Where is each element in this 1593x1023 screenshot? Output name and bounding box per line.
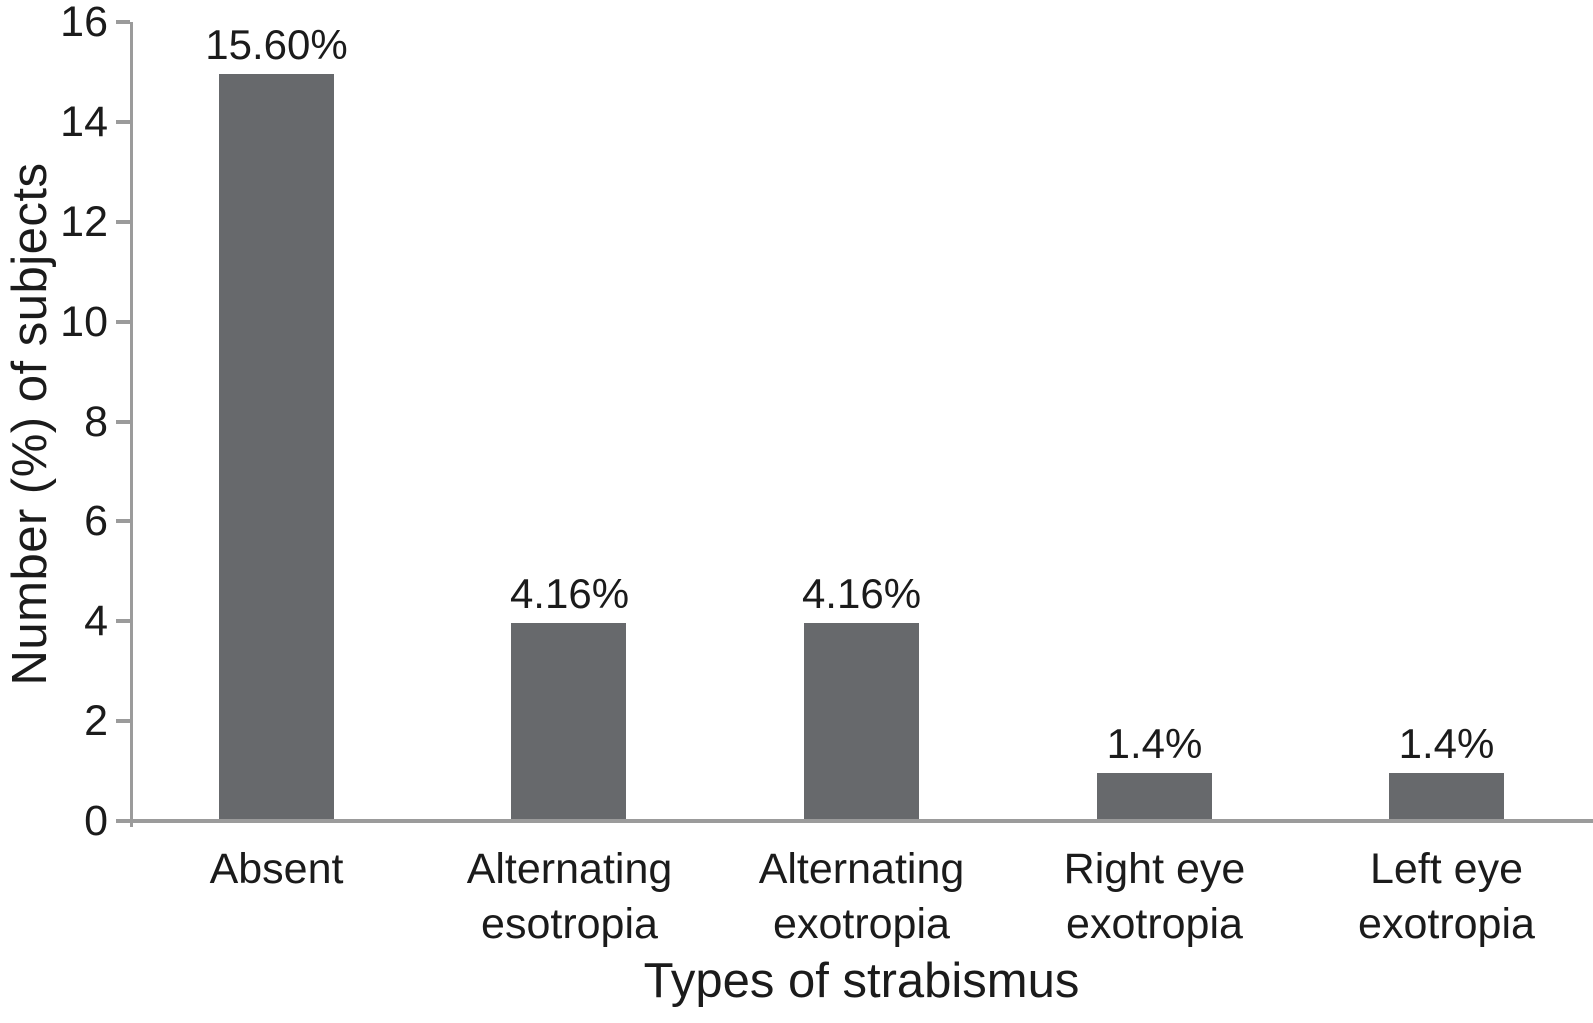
bar-2 <box>511 623 626 823</box>
x-tick-label: Right eye exotropia <box>1063 845 1246 948</box>
y-tick-mark <box>116 519 130 523</box>
x-tick-label: Alternating exotropia <box>758 845 965 948</box>
y-tick-mark <box>116 320 130 324</box>
y-tick-label: 0 <box>84 797 108 845</box>
y-tick-label: 12 <box>60 198 108 246</box>
y-tick-mark <box>116 220 130 224</box>
bar-1 <box>219 74 334 823</box>
x-tick-label: Left eye exotropia <box>1358 845 1535 948</box>
y-tick-label: 6 <box>84 497 108 545</box>
bar-4 <box>1097 773 1212 823</box>
y-tick-label: 10 <box>60 298 108 346</box>
bar-value-label: 1.4% <box>1398 720 1495 767</box>
bar-5 <box>1389 773 1504 823</box>
x-tick-label: Absent <box>209 845 344 893</box>
y-tick-mark <box>116 120 130 124</box>
bar-value-label: 15.60% <box>205 21 348 68</box>
x-axis-line <box>127 819 1593 823</box>
y-tick-label: 2 <box>84 697 108 745</box>
x-tick-label: Alternating esotropia <box>466 845 673 948</box>
x-axis-title: Types of strabismus <box>643 954 1080 1008</box>
bar-3 <box>804 623 919 823</box>
y-tick-mark <box>116 420 130 424</box>
bar-value-label: 1.4% <box>1106 720 1203 767</box>
y-axis-line <box>130 22 133 827</box>
y-tick-label: 14 <box>60 98 108 146</box>
y-tick-mark <box>116 20 130 24</box>
bar-value-label: 4.16% <box>509 570 630 617</box>
y-tick-label: 8 <box>84 398 108 446</box>
y-tick-mark <box>116 819 130 823</box>
y-tick-mark <box>116 619 130 623</box>
bar-value-label: 4.16% <box>801 570 922 617</box>
y-tick-label: 16 <box>60 0 108 46</box>
y-tick-label: 4 <box>84 597 108 645</box>
y-tick-mark <box>116 719 130 723</box>
